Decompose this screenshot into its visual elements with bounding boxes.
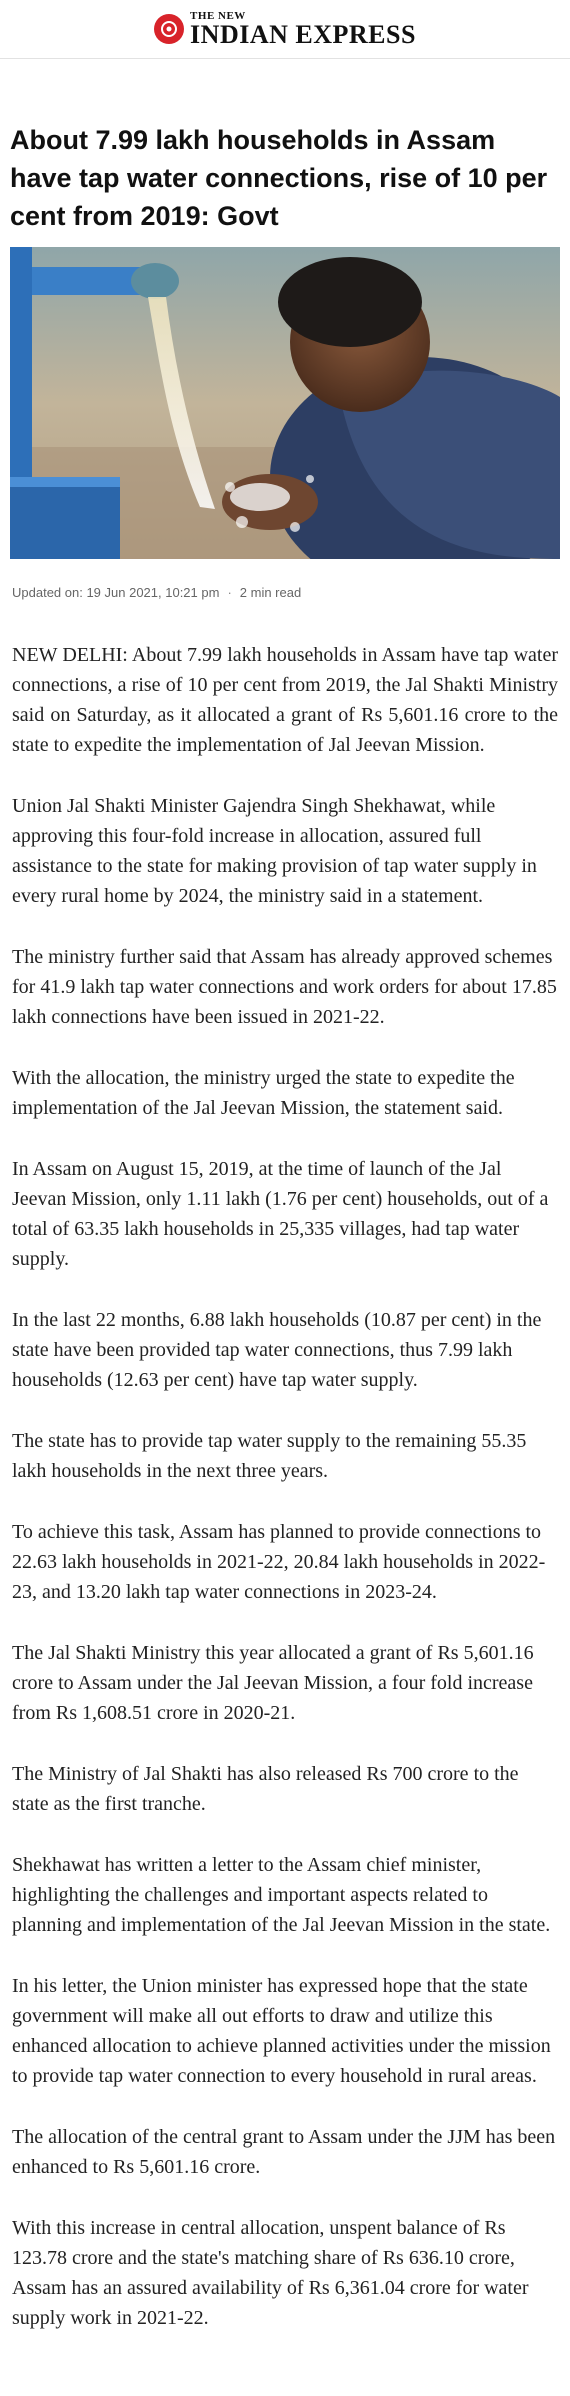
article-paragraph: With this increase in central allocation… <box>12 2217 529 2329</box>
masthead: THE NEW INDIAN EXPRESS <box>0 0 570 58</box>
brand-wordmark[interactable]: THE NEW INDIAN EXPRESS <box>190 9 416 49</box>
article-paragraph: In Assam on August 15, 2019, at the time… <box>12 1158 549 1270</box>
article-paragraph: Union Jal Shakti Minister Gajendra Singh… <box>12 795 537 907</box>
article-headline: About 7.99 lakh households in Assam have… <box>10 125 548 231</box>
updated-timestamp: Updated on: 19 Jun 2021, 10:21 pm <box>12 585 220 600</box>
meta-separator: · <box>227 585 232 600</box>
brand-top-line: THE NEW <box>190 9 246 22</box>
article-meta: Updated on: 19 Jun 2021, 10:21 pm · 2 mi… <box>12 585 558 600</box>
hero-image <box>10 247 560 559</box>
read-time: 2 min read <box>239 585 302 600</box>
article-paragraph: In his letter, the Union minister has ex… <box>12 1975 551 2087</box>
article-paragraph: The allocation of the central grant to A… <box>12 2126 556 2178</box>
article-paragraph: The state has to provide tap water suppl… <box>12 1430 527 1482</box>
article-paragraph: NEW DELHI: About 7.99 lakh households in… <box>12 644 558 756</box>
article-paragraph: Shekhawat has written a letter to the As… <box>12 1854 551 1936</box>
logo-emblem-icon <box>161 21 178 37</box>
article-paragraph: In the last 22 months, 6.88 lakh househo… <box>12 1309 542 1391</box>
brand-name: INDIAN EXPRESS <box>190 19 416 49</box>
article-paragraph: With the allocation, the ministry urged … <box>12 1067 515 1119</box>
article-paragraph: The ministry further said that Assam has… <box>12 946 557 1028</box>
article-paragraph: The Jal Shakti Ministry this year alloca… <box>12 1642 534 1724</box>
article-body: NEW DELHI: About 7.99 lakh households in… <box>12 640 558 2333</box>
article-paragraph: To achieve this task, Assam has planned … <box>12 1521 546 1603</box>
article-paragraph: The Ministry of Jal Shakti has also rele… <box>12 1763 519 1815</box>
brand-logo-icon[interactable] <box>154 14 185 44</box>
masthead-divider <box>0 58 570 59</box>
